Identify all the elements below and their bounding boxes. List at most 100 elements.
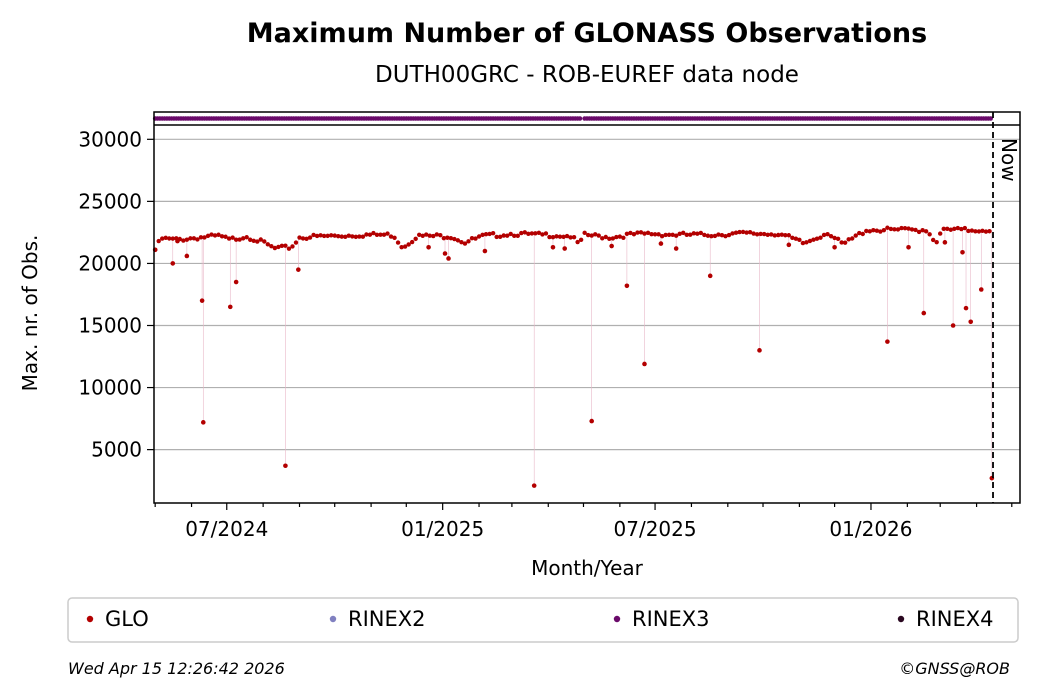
glo-outlier-point — [885, 339, 890, 344]
glo-point — [927, 232, 932, 237]
glo-point — [381, 232, 387, 237]
glo-point — [388, 234, 394, 239]
glo-outlier-point — [950, 323, 956, 328]
glo-point — [226, 236, 232, 241]
glo-point — [895, 227, 901, 232]
glo-outlier-point — [673, 246, 679, 251]
y-tick-label: 15000 — [78, 313, 142, 337]
glo-point — [888, 226, 894, 232]
glo-point — [730, 231, 735, 236]
x-tick-label: 07/2025 — [614, 517, 697, 541]
glo-point — [487, 231, 492, 237]
y-tick-label: 30000 — [78, 127, 142, 151]
glo-point — [293, 240, 299, 245]
glo-point — [533, 231, 538, 236]
glo-point — [512, 233, 517, 239]
glo-point — [698, 230, 704, 236]
glo-point — [237, 237, 242, 242]
glo-outlier-point — [550, 244, 556, 250]
glo-point — [740, 229, 746, 235]
glo-outlier-point — [184, 253, 190, 259]
x-axis-ticks: 07/2024 01/2025 07/2025 01/2026 — [154, 503, 1013, 541]
glo-point — [346, 233, 351, 238]
glo-point — [941, 226, 946, 232]
legend-marker — [86, 615, 94, 623]
glo-outlier-point — [446, 256, 451, 261]
glo-point — [853, 233, 858, 238]
glo-point — [233, 237, 239, 242]
glo-point — [769, 232, 774, 237]
glo-point — [494, 234, 499, 240]
glo-point — [677, 231, 682, 237]
legend-label: RINEX4 — [916, 607, 994, 631]
glo-point — [160, 236, 165, 241]
glo-point — [519, 230, 524, 236]
glo-point — [642, 231, 647, 236]
glo-point — [885, 225, 890, 230]
glo-point — [635, 230, 640, 235]
glo-point — [336, 233, 341, 239]
glo-point — [431, 233, 436, 239]
glo-point — [638, 230, 644, 235]
glo-point — [399, 244, 404, 250]
glo-point — [339, 234, 344, 239]
glo-point — [818, 235, 823, 240]
glo-point — [497, 234, 503, 239]
glo-point — [392, 235, 397, 241]
glo-point — [723, 233, 728, 239]
glo-point — [163, 235, 168, 240]
glo-point — [793, 236, 799, 241]
glo-point — [916, 229, 922, 235]
glo-point — [476, 234, 482, 239]
glo-outlier-point — [978, 287, 984, 292]
glo-outlier-point — [482, 248, 488, 254]
glo-point — [526, 231, 531, 236]
glo-point — [515, 233, 520, 239]
glo-point — [737, 229, 742, 235]
glo-point — [167, 236, 172, 241]
glo-point — [716, 232, 721, 237]
glo-point — [596, 233, 601, 238]
glo-point — [955, 225, 961, 231]
glo-point — [297, 235, 302, 240]
glo-point — [248, 237, 253, 242]
glo-point — [490, 231, 496, 236]
chart-subtitle: DUTH00GRC - ROB-EUREF data node — [375, 62, 799, 88]
legend-label: GLO — [105, 607, 149, 631]
glo-point — [286, 246, 292, 251]
glo-point — [952, 226, 957, 232]
glo-point — [240, 236, 246, 241]
glo-point — [719, 233, 725, 238]
glo-point — [765, 232, 770, 237]
rinex3-day-mark — [577, 116, 583, 121]
y-axis-label: Max. nr. of Obs. — [18, 235, 42, 392]
glo-point — [621, 235, 626, 240]
glo-point — [821, 232, 827, 238]
glo-point — [350, 234, 355, 239]
glo-point — [920, 228, 925, 233]
glo-point — [814, 236, 820, 241]
glo-outlier-point — [227, 304, 233, 310]
glo-point — [543, 231, 549, 236]
glo-point — [688, 232, 693, 237]
glo-point — [459, 240, 464, 245]
glo-outlier-point — [921, 310, 927, 316]
glo-point — [656, 232, 661, 237]
glo-point — [276, 244, 281, 250]
glo-outlier-point — [589, 418, 594, 424]
glo-point — [483, 231, 489, 237]
glo-outlier-point — [906, 244, 911, 250]
glo-point — [828, 234, 834, 239]
glo-point — [564, 233, 570, 239]
glo-point — [652, 232, 658, 237]
glo-point — [568, 235, 573, 240]
glo-point — [279, 243, 285, 248]
glo-point — [378, 232, 383, 237]
glo-point — [980, 228, 985, 234]
glo-point — [747, 229, 753, 235]
glo-point — [948, 227, 953, 232]
data-connector-lines — [172, 229, 993, 486]
glo-point — [681, 230, 686, 236]
glo-point — [374, 232, 380, 238]
glo-point — [691, 231, 696, 236]
